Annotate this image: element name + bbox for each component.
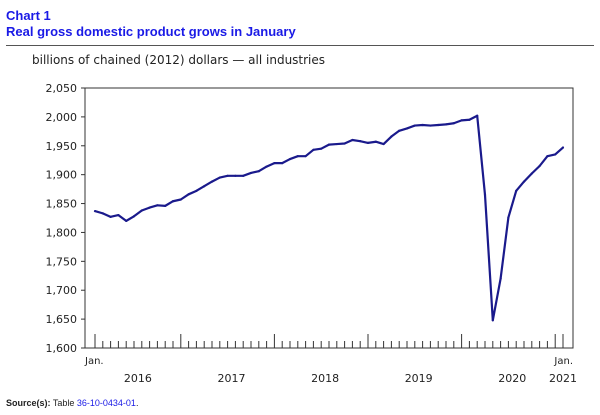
data-point — [499, 277, 502, 280]
x-year-label: 2019 — [405, 372, 433, 385]
x-first-month-label: Jan. — [84, 356, 104, 367]
data-point — [522, 180, 526, 183]
data-point — [125, 219, 128, 222]
y-tick-label: 1,650 — [46, 313, 78, 326]
data-point — [429, 124, 432, 127]
source-suffix: . — [135, 398, 139, 408]
data-point — [187, 193, 190, 196]
y-tick-label: 1,950 — [46, 140, 78, 153]
source-note: Source(s): Table 36-10-0434-01. — [6, 398, 138, 408]
x-year-label: 2020 — [498, 372, 526, 385]
y-tick-label: 1,850 — [46, 198, 78, 211]
data-point — [421, 123, 424, 127]
data-point — [452, 122, 455, 125]
data-point — [515, 189, 518, 192]
data-point — [281, 162, 284, 165]
data-point — [538, 164, 541, 168]
data-point — [374, 140, 377, 143]
data-point — [530, 172, 533, 175]
data-point — [546, 155, 549, 158]
data-point — [468, 118, 471, 121]
y-tick-label: 1,600 — [46, 342, 78, 355]
data-point — [296, 155, 299, 158]
data-point — [218, 176, 221, 179]
data-point — [171, 200, 175, 203]
data-point — [366, 141, 370, 144]
data-point — [405, 127, 409, 130]
data-point — [249, 171, 253, 175]
data-point — [203, 185, 206, 188]
data-point — [413, 124, 416, 127]
data-point — [460, 119, 463, 122]
gdp-series-line — [94, 114, 564, 322]
x-year-label: 2016 — [124, 372, 152, 385]
data-point — [483, 193, 487, 196]
data-point — [491, 319, 494, 322]
line-chart: 1,600 1,650 1,700 1,750 1,800 1,850 1,900 1,950… — [46, 82, 578, 385]
x-last-month-label: Jan. — [553, 356, 573, 367]
header-divider — [6, 45, 594, 46]
x-year-label: 2017 — [218, 372, 246, 385]
data-point — [117, 214, 120, 217]
data-point — [312, 148, 315, 151]
data-point — [242, 174, 245, 177]
data-point — [132, 215, 136, 218]
data-point — [109, 215, 112, 218]
data-point — [226, 174, 229, 177]
data-point — [351, 138, 354, 142]
data-point — [327, 143, 331, 146]
data-point — [444, 123, 448, 126]
y-tick-label: 1,700 — [46, 284, 78, 297]
x-year-label: 2018 — [311, 372, 339, 385]
data-point — [561, 146, 565, 149]
data-point — [359, 140, 362, 143]
y-axis-units-label: billions of chained (2012) dollars — all… — [32, 53, 326, 67]
source-label: Source(s): — [6, 398, 51, 408]
source-table-link[interactable]: 36-10-0434-01 — [76, 398, 136, 408]
data-point — [288, 157, 292, 161]
data-point — [382, 142, 385, 146]
data-point — [390, 135, 393, 138]
chart-title: Real gross domestic product grows in Jan… — [6, 24, 296, 39]
data-point — [164, 204, 167, 207]
data-point — [320, 147, 323, 150]
data-point — [101, 212, 104, 215]
y-tick-label: 1,900 — [46, 169, 78, 182]
data-point — [257, 170, 260, 173]
y-tick-label: 2,050 — [46, 82, 78, 95]
data-point — [507, 216, 510, 219]
data-point — [554, 153, 557, 156]
data-point — [140, 209, 143, 212]
y-tick-label: 1,750 — [46, 255, 78, 268]
data-point — [210, 180, 214, 183]
source-text: Table — [52, 398, 75, 408]
data-point — [234, 174, 237, 177]
chart-number: Chart 1 — [6, 8, 51, 23]
data-point — [265, 165, 268, 168]
data-point — [195, 189, 198, 192]
data-point — [476, 114, 479, 117]
data-point — [148, 206, 151, 209]
chart-header: Chart 1 Real gross domestic product grow… — [6, 8, 296, 40]
data-point — [156, 204, 159, 207]
data-point — [93, 209, 97, 213]
y-tick-label: 1,800 — [46, 226, 78, 239]
y-tick-label: 2,000 — [46, 111, 78, 124]
data-point — [343, 142, 346, 145]
data-point — [273, 162, 276, 165]
data-point — [304, 155, 307, 158]
data-point — [335, 142, 338, 146]
data-point — [398, 129, 401, 132]
data-point — [437, 123, 440, 127]
plot-frame — [84, 87, 574, 349]
x-year-label: 2021 — [549, 372, 577, 385]
data-point — [179, 198, 182, 201]
